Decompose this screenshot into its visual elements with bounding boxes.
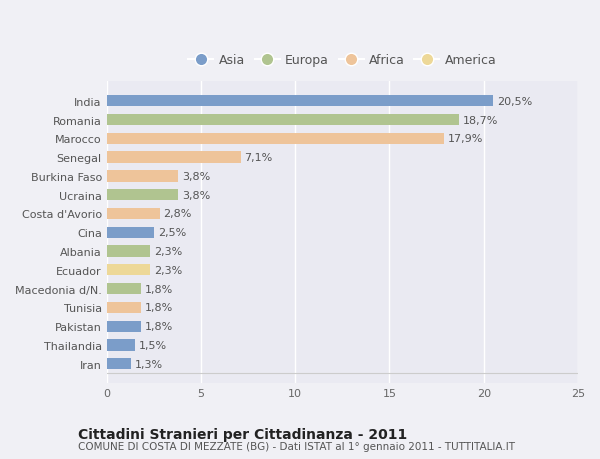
Text: 1,3%: 1,3%	[135, 359, 163, 369]
Text: 1,8%: 1,8%	[145, 284, 173, 294]
Bar	[107, 358, 131, 369]
Text: 3,8%: 3,8%	[182, 190, 211, 200]
Text: COMUNE DI COSTA DI MEZZATE (BG) - Dati ISTAT al 1° gennaio 2011 - TUTTITALIA.IT: COMUNE DI COSTA DI MEZZATE (BG) - Dati I…	[78, 441, 515, 451]
Text: 1,8%: 1,8%	[145, 321, 173, 331]
Text: 20,5%: 20,5%	[497, 96, 532, 106]
Text: 2,8%: 2,8%	[163, 209, 191, 219]
Bar	[107, 115, 459, 126]
Text: 17,9%: 17,9%	[448, 134, 483, 144]
Text: 2,3%: 2,3%	[154, 246, 182, 257]
Bar	[107, 283, 140, 295]
Bar	[107, 152, 241, 163]
Text: 2,3%: 2,3%	[154, 265, 182, 275]
Bar	[107, 171, 178, 182]
Text: 3,8%: 3,8%	[182, 172, 211, 181]
Bar	[107, 246, 150, 257]
Text: 18,7%: 18,7%	[463, 115, 499, 125]
Bar	[107, 190, 178, 201]
Text: 7,1%: 7,1%	[244, 153, 272, 163]
Bar	[107, 265, 150, 276]
Text: Cittadini Stranieri per Cittadinanza - 2011: Cittadini Stranieri per Cittadinanza - 2…	[78, 427, 407, 441]
Text: 1,5%: 1,5%	[139, 340, 167, 350]
Text: 1,8%: 1,8%	[145, 303, 173, 313]
Bar	[107, 321, 140, 332]
Bar	[107, 227, 154, 238]
Legend: Asia, Europa, Africa, America: Asia, Europa, Africa, America	[184, 49, 501, 72]
Bar	[107, 134, 444, 145]
Text: 2,5%: 2,5%	[158, 228, 186, 238]
Bar	[107, 340, 135, 351]
Bar	[107, 302, 140, 313]
Bar	[107, 96, 493, 107]
Bar	[107, 208, 160, 220]
